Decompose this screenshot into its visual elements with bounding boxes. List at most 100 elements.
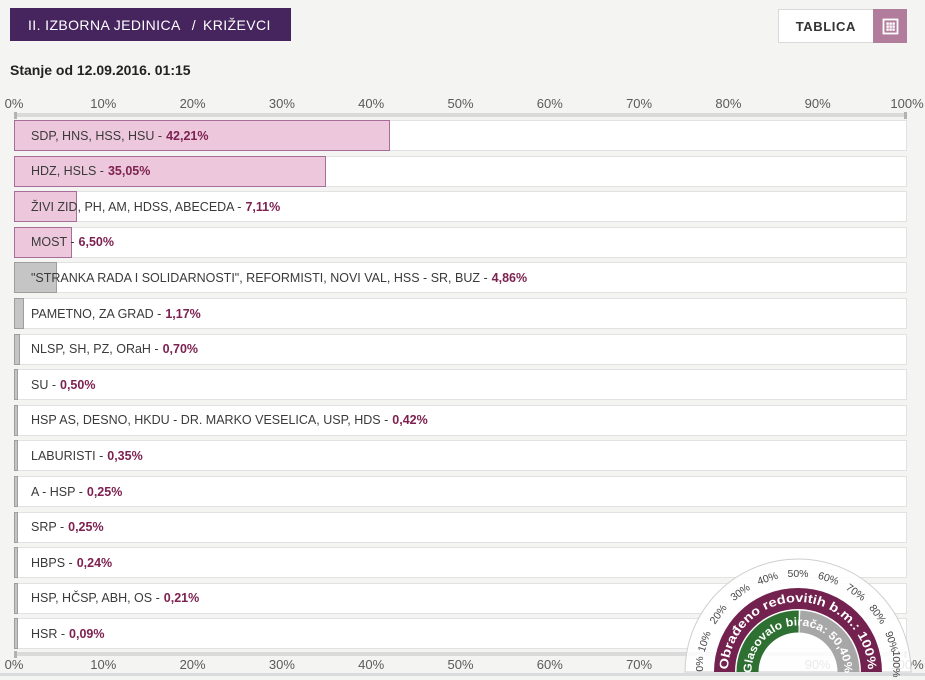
party-result-label: LABURISTI -0,35% xyxy=(31,441,143,470)
x-axis-top-track xyxy=(14,112,907,119)
party-result-label: HSP AS, DESNO, HKDU - DR. MARKO VESELICA… xyxy=(31,406,428,435)
gauge-inner-ring-value xyxy=(736,610,800,673)
result-bar xyxy=(14,511,18,543)
result-bar xyxy=(14,476,18,507)
party-result-label: PAMETNO, ZA GRAD -1,17% xyxy=(31,299,201,328)
result-bar xyxy=(14,298,25,329)
party-result-label: "STRANKA RADA I SOLIDARNOSTI", REFORMIST… xyxy=(31,263,527,292)
axis-tick-label: 50% xyxy=(447,657,474,672)
gauge-tick-label: 0% xyxy=(694,656,706,671)
axis-tick-label: 50% xyxy=(447,96,474,111)
party-name: HDZ, HSLS - xyxy=(31,164,104,179)
party-name: LABURISTI - xyxy=(31,448,104,463)
axis-tick-label: 90% xyxy=(804,96,831,111)
party-percent: 0,25% xyxy=(68,520,104,535)
party-name: HSR - xyxy=(31,626,66,641)
party-name: ŽIVI ZID, PH, AM, HDSS, ABECEDA - xyxy=(31,199,242,214)
axis-tick-label: 40% xyxy=(358,96,385,111)
party-percent: 1,17% xyxy=(165,306,201,321)
party-name: HSP, HČSP, ABH, OS - xyxy=(31,591,160,606)
result-row: SU - 0,50% xyxy=(14,369,907,401)
result-bar xyxy=(14,191,78,223)
axis-tick-label: 100% xyxy=(890,96,924,111)
axis-tick-label: 10% xyxy=(90,657,117,672)
party-name: SU - xyxy=(31,377,56,392)
result-bar xyxy=(14,262,58,294)
result-bar xyxy=(14,120,391,151)
party-name: NLSP, SH, PZ, ORaH - xyxy=(31,342,159,357)
result-bar xyxy=(14,582,18,614)
result-row: NLSP, SH, PZ, ORaH -0,70% xyxy=(14,333,907,365)
party-percent: 42,21% xyxy=(166,128,209,143)
tablica-button[interactable]: TABLICA xyxy=(777,9,907,43)
party-percent: 0,35% xyxy=(107,448,143,463)
axis-tick-label: 40% xyxy=(358,657,385,672)
tablica-button-label: TABLICA xyxy=(777,9,873,43)
result-bar xyxy=(14,404,18,436)
axis-tick-label: 30% xyxy=(268,657,295,672)
axis-tick-label: 20% xyxy=(179,657,206,672)
result-bar xyxy=(14,226,72,258)
result-bar xyxy=(14,440,18,472)
party-result-label: HSR -0,09% xyxy=(31,619,104,648)
party-name: HBPS - xyxy=(31,555,73,570)
party-result-label: HSP, HČSP, ABH, OS -0,21% xyxy=(31,584,199,613)
result-row: LABURISTI -0,35% xyxy=(14,440,907,472)
axis-tick-label: 0% xyxy=(4,657,24,672)
x-axis-top: 0% 10% 20% 30% 40% 50% 60% 70% 80% 90% 100% xyxy=(0,96,925,111)
axis-tick-label: 70% xyxy=(626,96,653,111)
result-row: HDZ, HSLS -35,05% xyxy=(14,155,907,187)
party-percent: 0,09% xyxy=(69,626,105,641)
table-grid-icon xyxy=(873,9,907,43)
party-percent: 7,11% xyxy=(245,199,281,214)
party-result-label: SU - 0,50% xyxy=(31,370,95,399)
result-row: HSP AS, DESNO, HKDU - DR. MARKO VESELICA… xyxy=(14,404,907,436)
party-name: SDP, HNS, HSS, HSU - xyxy=(31,128,163,143)
axis-tick-label: 70% xyxy=(626,657,653,672)
party-percent: 35,05% xyxy=(107,164,151,179)
party-result-label: ŽIVI ZID, PH, AM, HDSS, ABECEDA -7,11% xyxy=(31,192,280,221)
result-bar xyxy=(14,333,21,365)
district-badge-location: KRIŽEVCI xyxy=(203,16,271,33)
axis-tick-label: 60% xyxy=(536,657,563,672)
party-name: "STRANKA RADA I SOLIDARNOSTI", REFORMIST… xyxy=(31,270,488,285)
party-result-label: MOST -6,50% xyxy=(31,228,114,257)
result-bar xyxy=(14,547,18,579)
result-bar xyxy=(14,618,18,650)
party-name: MOST - xyxy=(31,235,75,250)
party-result-label: SRP -0,25% xyxy=(31,513,104,542)
result-row: MOST -6,50% xyxy=(14,226,907,258)
axis-tick-label: 60% xyxy=(536,96,563,111)
result-row: ŽIVI ZID, PH, AM, HDSS, ABECEDA -7,11% xyxy=(14,191,907,223)
turnout-gauge: Obrađeno redovitih b.m.: 100%Glasovalo b… xyxy=(684,558,912,678)
gauge-tick-label: 100% xyxy=(890,651,902,678)
party-result-label: NLSP, SH, PZ, ORaH -0,70% xyxy=(31,335,198,364)
bottom-divider xyxy=(0,673,925,676)
result-bar xyxy=(14,369,19,401)
party-percent: 0,70% xyxy=(162,342,199,357)
party-percent: 0,24% xyxy=(76,555,113,570)
party-percent: 0,50% xyxy=(60,377,96,392)
gauge-outer-ring xyxy=(714,588,882,673)
party-result-label: HBPS -0,24% xyxy=(31,548,112,577)
result-row: A - HSP -0,25% xyxy=(14,476,907,507)
party-name: SRP - xyxy=(31,520,65,535)
party-percent: 6,50% xyxy=(78,235,114,250)
party-percent: 0,21% xyxy=(163,591,200,606)
axis-tick-label: 30% xyxy=(268,96,295,111)
party-result-label: HDZ, HSLS -35,05% xyxy=(31,157,150,186)
party-name: HSP AS, DESNO, HKDU - DR. MARKO VESELICA… xyxy=(31,413,389,428)
axis-tick-label: 0% xyxy=(4,96,24,111)
party-result-label: A - HSP -0,25% xyxy=(31,477,122,506)
gauge-tick-label: 50% xyxy=(787,568,808,580)
axis-tick-label: 80% xyxy=(715,96,742,111)
party-name: PAMETNO, ZA GRAD - xyxy=(31,306,162,321)
party-result-label: SDP, HNS, HSS, HSU -42,21% xyxy=(31,121,208,150)
result-row: SDP, HNS, HSS, HSU -42,21% xyxy=(14,120,907,151)
axis-tick-label: 20% xyxy=(179,96,206,111)
district-badge-separator: / xyxy=(191,16,196,33)
result-row: SRP -0,25% xyxy=(14,511,907,543)
status-timestamp: Stanje od 12.09.2016. 01:15 xyxy=(10,62,191,78)
party-name: A - HSP - xyxy=(31,484,83,499)
